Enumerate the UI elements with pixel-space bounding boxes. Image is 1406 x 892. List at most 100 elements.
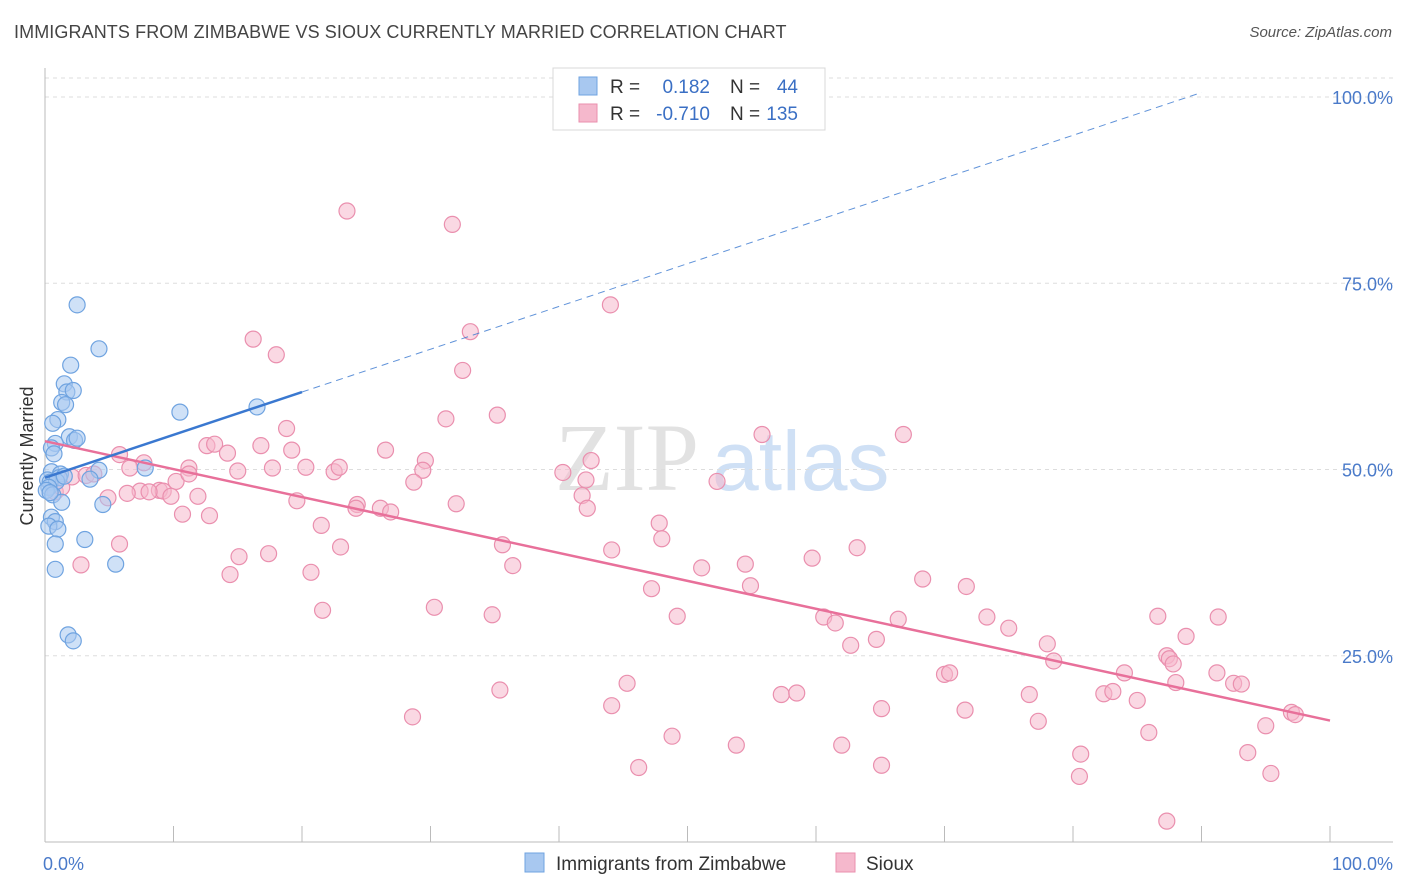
point-pink-108 bbox=[403, 708, 422, 726]
point-pink-54 bbox=[312, 516, 330, 534]
point-blue-30 bbox=[53, 493, 71, 511]
legend-r-label-2: R = bbox=[610, 104, 640, 125]
point-blue-0 bbox=[68, 296, 86, 314]
point-pink-126 bbox=[1158, 812, 1176, 830]
point-pink-99 bbox=[842, 636, 860, 654]
point-pink-101 bbox=[772, 685, 790, 704]
point-pink-65 bbox=[736, 555, 754, 573]
trend-line-zimbabwe-extrapolated bbox=[301, 92, 1202, 393]
y-tick-label-75: 75.0% bbox=[1342, 274, 1393, 294]
trend-lines bbox=[44, 92, 1331, 722]
point-pink-118 bbox=[833, 736, 851, 754]
chart-title: IMMIGRANTS FROM ZIMBABWE VS SIOUX CURREN… bbox=[14, 22, 787, 42]
y-tick-label-25: 25.0% bbox=[1342, 647, 1393, 667]
point-pink-114 bbox=[603, 697, 621, 715]
point-pink-120 bbox=[1072, 745, 1090, 763]
point-pink-124 bbox=[1070, 767, 1089, 786]
point-pink-35 bbox=[167, 472, 185, 491]
point-pink-0 bbox=[338, 202, 356, 220]
point-blue-2 bbox=[62, 356, 80, 374]
point-pink-131 bbox=[582, 451, 600, 470]
point-pink-3 bbox=[244, 330, 262, 348]
watermark-atlas: atlas bbox=[712, 414, 889, 508]
point-pink-1 bbox=[443, 215, 461, 233]
legend-n-value-1: 44 bbox=[777, 77, 799, 98]
series-legend-label-pink: Sioux bbox=[866, 854, 914, 875]
point-pink-89 bbox=[1177, 627, 1195, 645]
point-pink-121 bbox=[1239, 743, 1257, 762]
legend-r-value-1: 0.182 bbox=[662, 77, 710, 98]
point-pink-106 bbox=[1128, 691, 1146, 710]
series-legend: Immigrants from Zimbabwe Sioux bbox=[524, 852, 914, 875]
point-pink-119 bbox=[1140, 723, 1158, 742]
point-pink-27 bbox=[414, 461, 432, 479]
point-blue-37 bbox=[46, 535, 64, 553]
x-tick-label-left: 0.0% bbox=[43, 854, 84, 874]
point-pink-16 bbox=[252, 437, 270, 455]
point-pink-100 bbox=[491, 681, 509, 699]
point-pink-61 bbox=[230, 548, 248, 566]
x-tick-labels: 0.0% 100.0% bbox=[43, 854, 1393, 874]
point-pink-53 bbox=[200, 507, 219, 525]
point-pink-127 bbox=[140, 483, 158, 501]
legend-n-value-2: 135 bbox=[766, 104, 798, 125]
point-pink-115 bbox=[1257, 717, 1275, 735]
point-pink-24 bbox=[297, 458, 315, 476]
point-blue-17 bbox=[45, 445, 63, 463]
point-pink-64 bbox=[693, 559, 711, 577]
point-blue-41 bbox=[64, 632, 82, 650]
point-pink-7 bbox=[437, 410, 455, 428]
point-pink-130 bbox=[405, 473, 423, 491]
stats-legend: R = 0.182 N = 44 R = -0.710 N = 135 bbox=[552, 67, 826, 131]
point-blue-23 bbox=[81, 470, 99, 488]
point-pink-29 bbox=[577, 471, 595, 489]
point-blue-11 bbox=[44, 414, 62, 432]
point-blue-1 bbox=[90, 340, 108, 358]
legend-n-label-2: N = bbox=[730, 104, 760, 125]
point-pink-4 bbox=[267, 346, 285, 364]
trend-line-sioux bbox=[44, 439, 1331, 722]
point-pink-26 bbox=[330, 458, 348, 476]
point-pink-43 bbox=[162, 487, 180, 505]
point-blue-31 bbox=[94, 495, 112, 514]
point-pink-74 bbox=[957, 577, 975, 596]
watermark: ZIP atlas bbox=[555, 404, 889, 511]
point-pink-93 bbox=[1164, 655, 1182, 673]
point-pink-117 bbox=[727, 736, 745, 754]
point-pink-107 bbox=[1232, 675, 1250, 693]
x-tick-label-right: 100.0% bbox=[1332, 854, 1393, 874]
point-pink-71 bbox=[642, 580, 661, 598]
point-blue-39 bbox=[46, 560, 64, 578]
point-pink-49 bbox=[447, 495, 465, 513]
point-pink-87 bbox=[1038, 635, 1056, 653]
point-pink-63 bbox=[504, 557, 522, 575]
point-pink-9 bbox=[277, 419, 296, 438]
point-pink-116 bbox=[663, 727, 681, 745]
point-pink-122 bbox=[630, 758, 648, 777]
point-blue-5 bbox=[64, 381, 82, 400]
point-pink-103 bbox=[1020, 685, 1038, 704]
source-label: Source: ZipAtlas.com bbox=[1249, 24, 1392, 41]
point-pink-76 bbox=[425, 598, 443, 616]
point-pink-78 bbox=[668, 607, 686, 625]
point-pink-23 bbox=[263, 459, 282, 477]
point-pink-123 bbox=[872, 756, 891, 774]
point-pink-66 bbox=[803, 549, 821, 567]
point-pink-22 bbox=[229, 462, 247, 480]
point-pink-28 bbox=[554, 463, 572, 482]
legend-r-value-2: -0.710 bbox=[656, 104, 710, 125]
point-blue-36 bbox=[76, 530, 94, 549]
point-pink-84 bbox=[1209, 608, 1227, 626]
point-pink-77 bbox=[483, 606, 501, 624]
point-pink-62 bbox=[259, 545, 278, 563]
point-pink-72 bbox=[741, 577, 760, 595]
point-pink-68 bbox=[72, 556, 90, 574]
point-pink-60 bbox=[653, 530, 671, 548]
point-pink-98 bbox=[941, 664, 959, 682]
point-pink-125 bbox=[1262, 764, 1280, 783]
point-pink-15 bbox=[218, 444, 237, 462]
legend-n-label-1: N = bbox=[730, 77, 760, 98]
legend-swatch-pink bbox=[578, 103, 598, 123]
point-pink-82 bbox=[978, 608, 996, 626]
point-pink-17 bbox=[283, 441, 301, 459]
